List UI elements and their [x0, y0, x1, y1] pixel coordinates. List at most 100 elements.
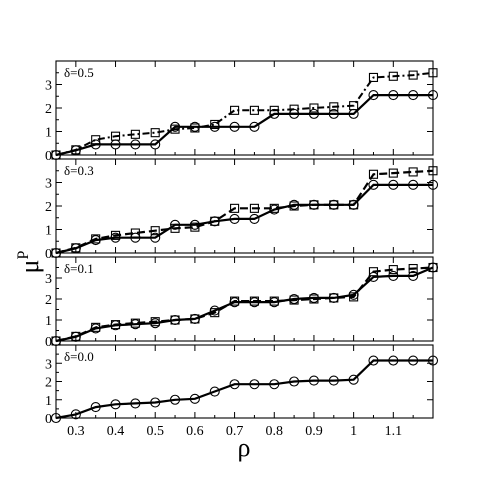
data-point-square — [428, 68, 438, 78]
y-tick-label: 2 — [45, 102, 52, 117]
data-point-circle — [427, 90, 439, 101]
data-point-circle — [368, 90, 379, 101]
x-tick-label: 0.9 — [305, 424, 323, 439]
data-point-circle — [170, 121, 181, 132]
data-point-circle — [150, 318, 161, 329]
series-line-circle — [55, 183, 433, 255]
data-point-circle — [269, 204, 280, 215]
data-point-square — [408, 70, 418, 80]
data-point-square — [130, 129, 140, 139]
data-point-square — [249, 203, 259, 213]
data-point-circle — [130, 398, 141, 409]
data-point-circle — [110, 232, 121, 243]
data-point-circle — [388, 179, 399, 190]
data-point-square — [329, 102, 339, 112]
y-tick-label: 0 — [45, 247, 52, 262]
data-point-circle — [229, 213, 240, 224]
y-tick-label: 1 — [45, 314, 52, 329]
data-point-circle — [249, 379, 260, 390]
data-point-circle — [269, 297, 280, 308]
data-point-square — [368, 169, 379, 179]
x-tick-label: 0.3 — [67, 424, 85, 439]
data-point-circle — [388, 90, 399, 101]
panel-label: δ=0.1 — [64, 261, 94, 276]
x-tick-label: 0.8 — [266, 424, 284, 439]
y-tick-label: 2 — [45, 293, 52, 308]
data-point-circle — [308, 199, 319, 210]
data-point-circle — [308, 292, 319, 304]
panel-label: δ=0.5 — [64, 65, 94, 80]
y-axis-label: μP — [15, 250, 44, 273]
data-point-circle — [150, 139, 161, 150]
data-point-circle — [110, 399, 121, 410]
data-point-square — [150, 226, 160, 236]
data-point-circle — [110, 139, 121, 150]
data-point-circle — [209, 216, 220, 227]
data-point-circle — [368, 271, 379, 283]
data-point-circle — [269, 379, 280, 390]
data-point-circle — [189, 219, 200, 230]
y-tick-label: 1 — [45, 126, 52, 141]
data-point-circle — [170, 219, 181, 230]
data-point-square — [230, 203, 240, 213]
y-tick-label: 3 — [45, 357, 52, 372]
y-tick-label: 2 — [45, 200, 52, 215]
data-point-circle — [249, 121, 260, 132]
y-tick-label: 1 — [45, 394, 52, 409]
data-point-circle — [408, 270, 419, 281]
data-point-circle — [130, 139, 141, 150]
y-tick-label: 0 — [45, 149, 52, 164]
series-line-square — [55, 266, 434, 343]
data-point-circle — [328, 108, 339, 119]
data-point-circle — [50, 412, 62, 424]
data-point-square — [249, 105, 259, 115]
data-point-circle — [427, 355, 439, 366]
y-tick-label: 3 — [45, 272, 52, 287]
data-point-circle — [189, 313, 200, 325]
y-axis-label-sup: P — [15, 250, 32, 259]
data-point-circle — [289, 376, 300, 387]
x-tick-label: 0.6 — [186, 424, 204, 439]
y-tick-label: 3 — [45, 177, 52, 192]
data-point-square — [230, 105, 240, 115]
series-line-square — [55, 71, 434, 156]
data-point-circle — [90, 401, 101, 413]
data-point-circle — [408, 90, 419, 101]
data-point-circle — [348, 199, 359, 210]
y-tick-label: 0 — [45, 335, 52, 350]
panel-label: δ=0.3 — [64, 163, 94, 178]
data-point-square — [150, 128, 160, 138]
data-point-square — [428, 166, 438, 176]
data-point-circle — [90, 139, 101, 150]
data-point-circle — [70, 331, 81, 342]
data-point-circle — [130, 232, 141, 243]
data-point-circle — [170, 394, 181, 405]
data-point-circle — [189, 121, 200, 132]
data-point-circle — [388, 270, 399, 281]
data-point-circle — [70, 145, 81, 156]
data-point-circle — [348, 374, 359, 385]
data-point-circle — [328, 199, 339, 210]
data-point-circle — [328, 375, 339, 386]
data-point-circle — [209, 121, 220, 132]
data-point-square — [388, 265, 398, 275]
data-point-circle — [209, 386, 220, 397]
data-point-circle — [388, 355, 399, 366]
data-point-circle — [408, 355, 419, 366]
data-point-circle — [308, 375, 319, 386]
data-point-square — [408, 167, 418, 177]
data-point-circle — [348, 108, 359, 119]
x-tick-label: 0.7 — [226, 424, 244, 439]
series-line-circle — [55, 93, 433, 157]
data-point-square — [388, 71, 398, 81]
data-point-circle — [348, 289, 359, 300]
data-point-circle — [150, 232, 161, 243]
data-point-circle — [328, 292, 339, 304]
series-line-circle — [55, 359, 433, 420]
x-tick-label: 0.4 — [107, 424, 125, 439]
y-tick-label: 1 — [45, 224, 52, 239]
data-point-circle — [229, 121, 240, 132]
data-point-circle — [170, 314, 181, 326]
data-point-circle — [269, 108, 280, 119]
